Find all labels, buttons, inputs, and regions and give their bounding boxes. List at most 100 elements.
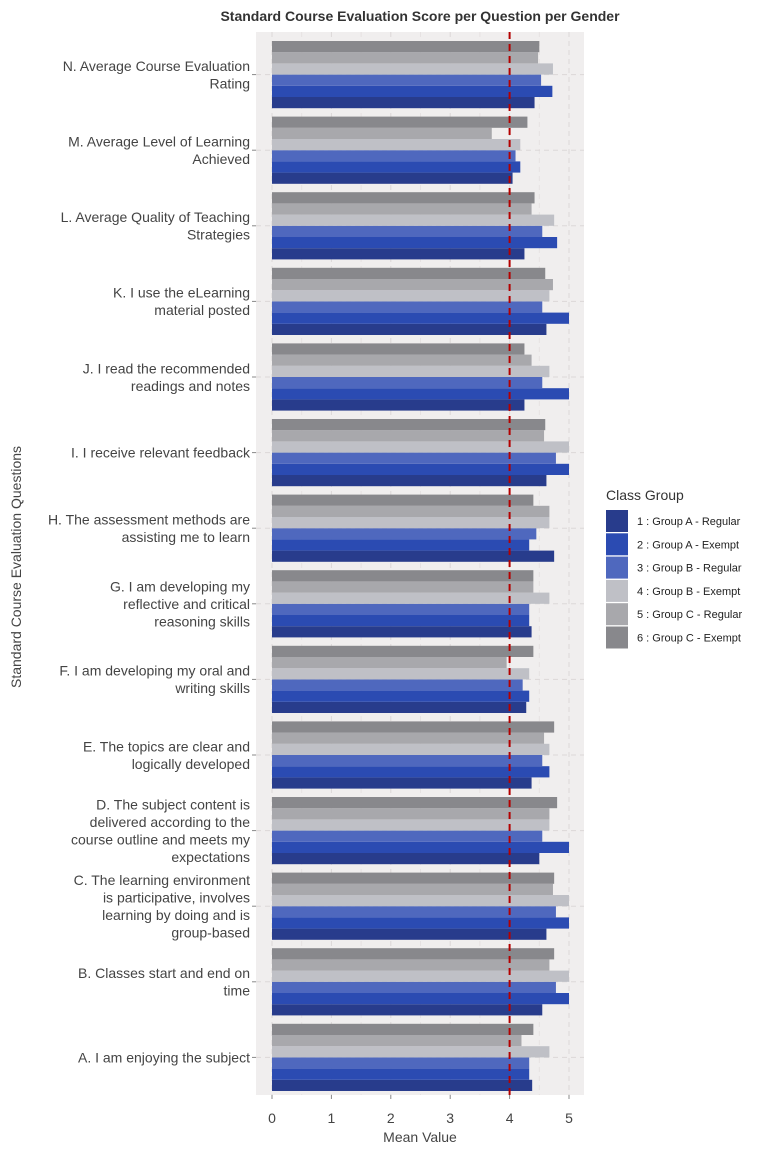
bar bbox=[272, 721, 555, 733]
x-tick-label: 1 bbox=[328, 1110, 336, 1126]
bar bbox=[272, 388, 569, 400]
bar bbox=[272, 85, 553, 97]
bar bbox=[272, 343, 525, 355]
bar bbox=[272, 248, 525, 260]
question-label: reflective and critical bbox=[123, 596, 250, 612]
question-label: reasoning skills bbox=[154, 613, 250, 629]
legend-label: 3 : Group B - Regular bbox=[637, 563, 742, 575]
bar bbox=[272, 312, 569, 324]
bar bbox=[272, 377, 543, 389]
question-label: delivered according to the bbox=[90, 814, 251, 830]
bar bbox=[272, 237, 558, 249]
question-label: H. The assessment methods are bbox=[48, 511, 250, 527]
bar bbox=[272, 494, 534, 506]
y-axis-title: Standard Course Evaluation Questions bbox=[8, 446, 24, 688]
bar bbox=[272, 701, 527, 713]
bar bbox=[272, 830, 543, 842]
bar bbox=[272, 214, 555, 226]
bar bbox=[272, 645, 534, 657]
question-label: L. Average Quality of Teaching bbox=[61, 209, 250, 225]
question-label: Strategies bbox=[187, 227, 250, 243]
question-label: E. The topics are clear and bbox=[83, 738, 250, 754]
legend-label: 1 : Group A - Regular bbox=[637, 516, 741, 528]
bar bbox=[272, 766, 550, 778]
bar bbox=[272, 430, 545, 442]
bar bbox=[272, 161, 521, 173]
bar bbox=[272, 615, 530, 627]
bar bbox=[272, 505, 550, 517]
legend-label: 5 : Group C - Regular bbox=[637, 609, 742, 621]
question-label: logically developed bbox=[132, 756, 250, 772]
question-label: Achieved bbox=[192, 151, 250, 167]
bar bbox=[272, 139, 521, 151]
bar bbox=[272, 301, 543, 313]
bar bbox=[272, 539, 530, 551]
bar bbox=[272, 570, 534, 582]
bar bbox=[272, 917, 569, 929]
bar bbox=[272, 1004, 543, 1016]
question-label: expectations bbox=[171, 849, 250, 865]
bar bbox=[272, 895, 569, 907]
x-tick-label: 2 bbox=[387, 1110, 395, 1126]
question-label: I. I receive relevant feedback bbox=[71, 445, 251, 461]
bar bbox=[272, 668, 530, 680]
bar bbox=[272, 463, 569, 475]
bar bbox=[272, 517, 550, 529]
question-label: M. Average Level of Learning bbox=[68, 133, 250, 149]
legend-label: 2 : Group A - Exempt bbox=[637, 539, 739, 551]
legend-items: 1 : Group A - Regular 2 : Group A - Exemp… bbox=[606, 510, 742, 649]
legend-title: Class Group bbox=[606, 487, 684, 503]
bar bbox=[272, 528, 537, 540]
legend-swatch bbox=[606, 533, 628, 556]
bar bbox=[272, 883, 553, 895]
bar bbox=[272, 399, 525, 411]
question-label: writing skills bbox=[174, 680, 250, 696]
question-label: G. I am developing my bbox=[110, 578, 250, 594]
question-label: F. I am developing my oral and bbox=[59, 663, 250, 679]
x-tick-label: 5 bbox=[565, 1110, 573, 1126]
legend-swatch bbox=[606, 626, 628, 649]
bar bbox=[272, 928, 547, 940]
question-label: J. I read the recommended bbox=[83, 360, 250, 376]
bar bbox=[272, 419, 546, 431]
bar bbox=[272, 906, 556, 918]
x-tick-label: 0 bbox=[268, 1110, 276, 1126]
bar bbox=[272, 97, 535, 109]
question-label: learning by doing and is bbox=[102, 907, 250, 923]
x-axis-ticks: 0 1 2 3 4 5 bbox=[268, 1095, 573, 1126]
bar bbox=[272, 116, 528, 128]
bar bbox=[272, 203, 532, 215]
bar bbox=[272, 819, 550, 831]
question-label: C. The learning environment bbox=[74, 872, 251, 888]
bar bbox=[272, 603, 530, 615]
bar bbox=[272, 1068, 530, 1080]
question-label: assisting me to learn bbox=[122, 529, 250, 545]
question-label: K. I use the eLearning bbox=[113, 285, 250, 301]
bar bbox=[272, 1046, 550, 1058]
x-axis-title: Mean Value bbox=[383, 1129, 457, 1145]
question-label: readings and notes bbox=[131, 378, 250, 394]
legend-swatch bbox=[606, 556, 628, 579]
bar bbox=[272, 225, 543, 237]
bar bbox=[272, 267, 546, 279]
question-label: time bbox=[224, 983, 251, 999]
bar bbox=[272, 1035, 522, 1047]
bar bbox=[272, 323, 547, 335]
x-tick-label: 3 bbox=[446, 1110, 454, 1126]
bar bbox=[272, 981, 556, 993]
bar bbox=[272, 679, 523, 691]
bar bbox=[272, 841, 569, 853]
legend-swatch bbox=[606, 510, 628, 532]
bar bbox=[272, 290, 550, 302]
bar bbox=[272, 127, 492, 139]
bar bbox=[272, 150, 516, 162]
bar bbox=[272, 172, 513, 184]
bar bbox=[272, 657, 507, 669]
bar bbox=[272, 475, 547, 487]
bar bbox=[272, 970, 569, 982]
question-label: D. The subject content is bbox=[96, 796, 250, 812]
bar bbox=[272, 732, 545, 744]
x-tick-label: 4 bbox=[506, 1110, 514, 1126]
question-label: N. Average Course Evaluation bbox=[63, 58, 250, 74]
